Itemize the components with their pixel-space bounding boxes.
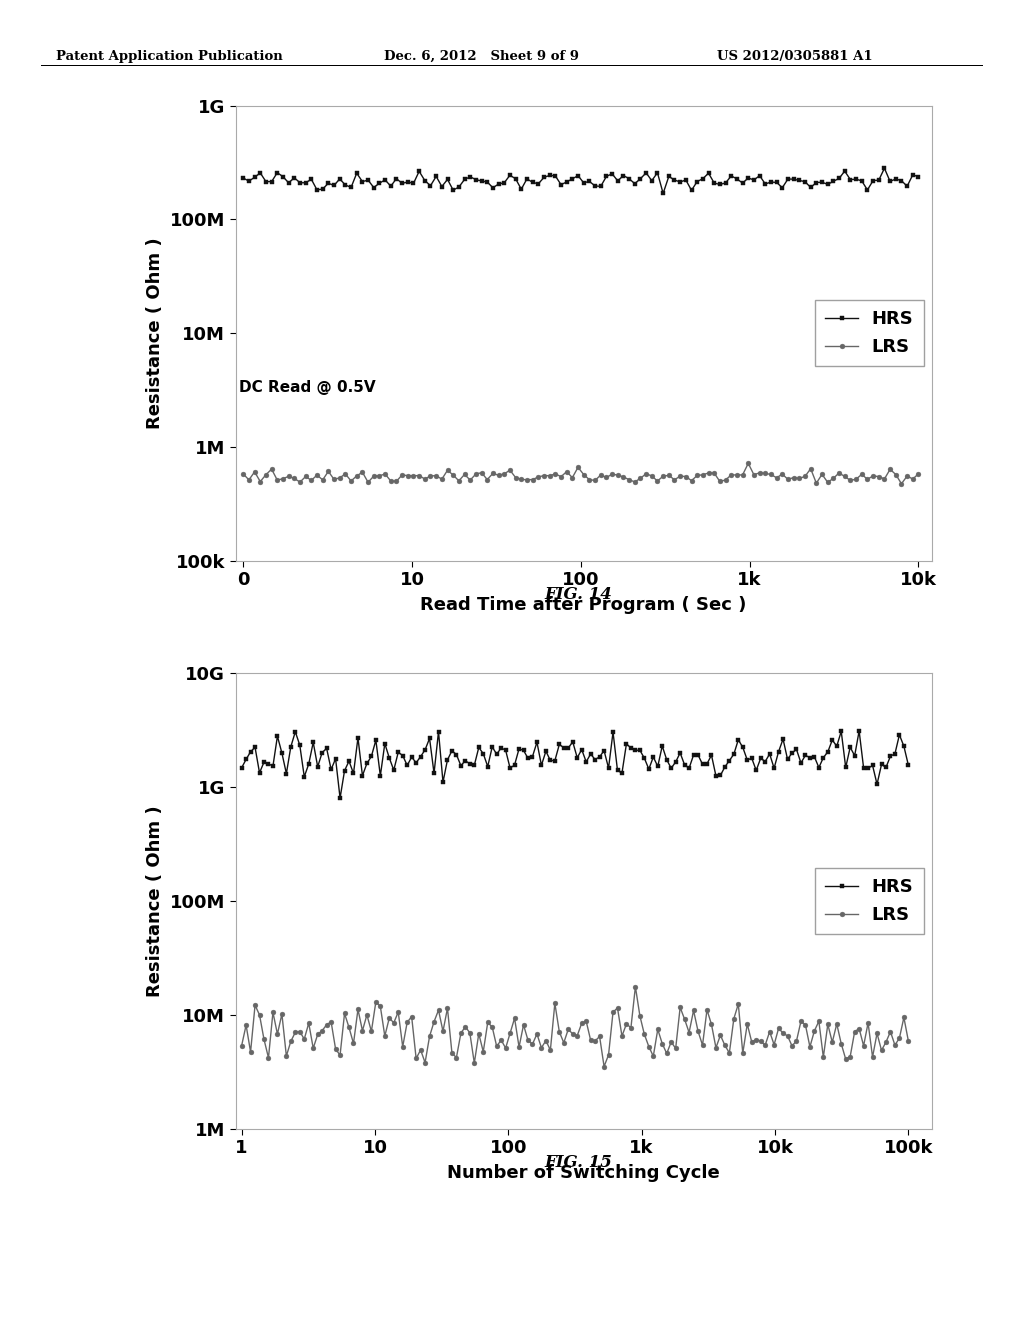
HRS bbox=[238, 170, 250, 186]
Line: HRS: HRS bbox=[241, 166, 921, 195]
LRS bbox=[611, 467, 624, 483]
LRS bbox=[702, 465, 715, 480]
Legend: HRS, LRS: HRS, LRS bbox=[815, 869, 924, 935]
HRS bbox=[657, 186, 670, 202]
X-axis label: Number of Switching Cycle: Number of Switching Cycle bbox=[447, 1164, 720, 1181]
HRS bbox=[853, 723, 865, 739]
LRS bbox=[895, 475, 907, 491]
LRS bbox=[455, 1026, 467, 1041]
HRS bbox=[700, 756, 713, 772]
Line: LRS: LRS bbox=[240, 985, 910, 1069]
HRS bbox=[901, 178, 913, 194]
HRS bbox=[589, 751, 601, 767]
LRS bbox=[795, 1014, 807, 1030]
LRS bbox=[615, 1028, 628, 1044]
LRS bbox=[379, 466, 391, 482]
LRS bbox=[630, 979, 642, 995]
LRS bbox=[598, 1059, 610, 1074]
HRS bbox=[459, 752, 471, 768]
HRS bbox=[236, 760, 248, 776]
Text: Dec. 6, 2012   Sheet 9 of 9: Dec. 6, 2012 Sheet 9 of 9 bbox=[384, 50, 579, 63]
LRS bbox=[742, 455, 755, 471]
LRS bbox=[776, 466, 788, 482]
X-axis label: Read Time after Program ( Sec ): Read Time after Program ( Sec ) bbox=[421, 597, 746, 614]
LRS bbox=[238, 466, 250, 482]
HRS bbox=[791, 742, 803, 758]
HRS bbox=[902, 758, 914, 774]
Y-axis label: Resistance ( Ohm ): Resistance ( Ohm ) bbox=[146, 805, 164, 997]
HRS bbox=[708, 176, 720, 191]
LRS bbox=[236, 1038, 248, 1053]
HRS bbox=[504, 760, 516, 776]
LRS bbox=[585, 1032, 597, 1048]
HRS bbox=[912, 169, 925, 185]
HRS bbox=[879, 160, 891, 176]
LRS bbox=[912, 466, 925, 482]
LRS bbox=[706, 1016, 718, 1032]
Y-axis label: Resistance ( Ohm ): Resistance ( Ohm ) bbox=[146, 238, 164, 429]
HRS bbox=[615, 766, 628, 781]
Legend: HRS, LRS: HRS, LRS bbox=[815, 301, 924, 367]
Text: Patent Application Publication: Patent Application Publication bbox=[56, 50, 283, 63]
Text: DC Read @ 0.5V: DC Read @ 0.5V bbox=[239, 380, 376, 396]
Text: US 2012/0305881 A1: US 2012/0305881 A1 bbox=[717, 50, 872, 63]
LRS bbox=[500, 1040, 512, 1056]
LRS bbox=[419, 471, 431, 487]
HRS bbox=[776, 180, 788, 195]
Text: FIG. 15: FIG. 15 bbox=[545, 1154, 612, 1171]
Line: HRS: HRS bbox=[240, 729, 910, 800]
LRS bbox=[902, 1034, 914, 1049]
LRS bbox=[901, 469, 913, 484]
HRS bbox=[334, 791, 346, 807]
HRS bbox=[379, 172, 391, 187]
Text: FIG. 14: FIG. 14 bbox=[545, 586, 612, 603]
HRS bbox=[611, 173, 624, 189]
Line: LRS: LRS bbox=[241, 461, 921, 486]
HRS bbox=[419, 173, 431, 189]
